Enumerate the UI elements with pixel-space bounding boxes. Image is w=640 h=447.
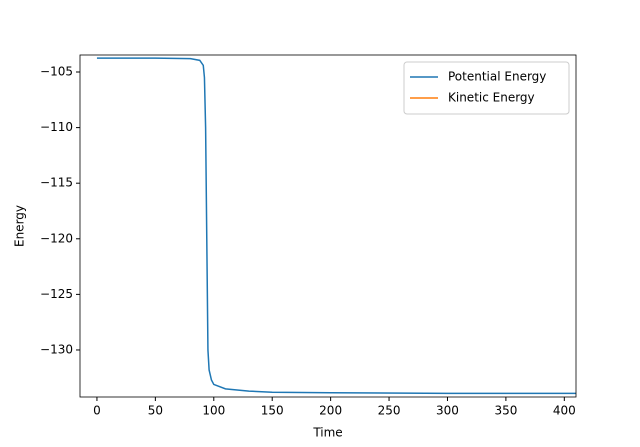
x-tick-label: 50 xyxy=(148,404,163,418)
legend-box xyxy=(403,61,570,115)
y-tick-label: −110 xyxy=(40,120,73,134)
y-tick-label: −125 xyxy=(40,287,73,301)
y-tick-label: −105 xyxy=(40,65,73,79)
x-tick-label: 250 xyxy=(378,404,401,418)
y-axis-label: Energy xyxy=(13,205,27,247)
x-axis-label: Time xyxy=(312,426,342,440)
x-tick-label: 0 xyxy=(93,404,101,418)
x-tick-label: 400 xyxy=(553,404,576,418)
x-tick-label: 150 xyxy=(261,404,284,418)
x-tick-label: 300 xyxy=(436,404,459,418)
x-tick-label: 200 xyxy=(319,404,342,418)
legend-label: Potential Energy xyxy=(448,70,546,84)
x-tick-label: 100 xyxy=(202,404,225,418)
axes-frame xyxy=(79,54,577,398)
y-tick-label: −115 xyxy=(40,176,73,190)
legend-label: Kinetic Energy xyxy=(448,91,535,105)
x-tick-label: 350 xyxy=(494,404,517,418)
y-tick-label: −120 xyxy=(40,231,73,245)
plot-area xyxy=(96,57,576,395)
line xyxy=(96,57,576,395)
y-tick-label: −130 xyxy=(40,342,73,356)
